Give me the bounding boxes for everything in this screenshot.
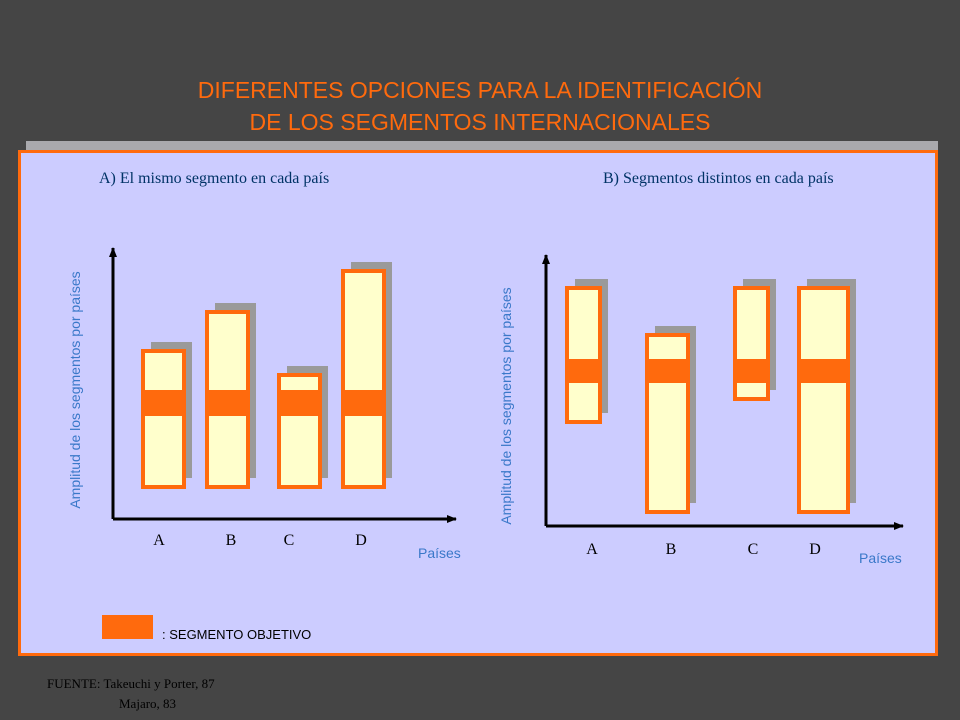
panel-b-category-label: D — [809, 541, 821, 558]
panel-a-y-axis-label: Amplitud de los segmentos por países — [67, 271, 83, 508]
panel-a-category-label: A — [153, 532, 165, 549]
target-segment-band — [565, 359, 602, 383]
country-segment-range-bar — [797, 286, 850, 514]
country-segment-range-bar — [141, 349, 186, 489]
source-line-1: FUENTE: Takeuchi y Porter, 87 — [47, 676, 215, 691]
panel-a-x-axis-label: Países — [418, 545, 461, 561]
panel-b-category-label: A — [586, 541, 598, 558]
target-segment-band — [205, 390, 250, 416]
target-segment-band — [733, 359, 770, 383]
panel-b-y-axis-label: Amplitud de los segmentos por países — [498, 287, 514, 524]
country-segment-range-bar — [341, 269, 386, 489]
target-segment-band — [277, 390, 322, 416]
target-segment-band — [341, 390, 386, 416]
panel-b-bars — [565, 279, 856, 514]
target-segment-band — [141, 390, 186, 416]
panel-b-category-label: C — [748, 541, 759, 558]
page-title-line-1: DIFERENTES OPCIONES PARA LA IDENTIFICACI… — [197, 77, 763, 103]
panel-a-category-label: C — [284, 532, 295, 549]
panel-b-category-label: B — [666, 541, 677, 558]
panel-b-subtitle: B) Segmentos distintos en cada país — [603, 170, 834, 187]
panel-a-category-label: B — [226, 532, 237, 549]
page-title-line-2: DE LOS SEGMENTOS INTERNACIONALES — [249, 109, 711, 135]
target-segment-band — [797, 359, 850, 383]
panel-b-x-axis-label: Países — [859, 550, 902, 566]
country-segment-range-bar — [565, 286, 602, 424]
legend-label: : SEGMENTO OBJETIVO — [162, 627, 312, 642]
panel-a-bars — [141, 262, 392, 489]
legend-swatch — [102, 615, 153, 639]
panel-a-category-label: D — [355, 532, 367, 549]
panel-a-subtitle: A) El mismo segmento en cada país — [99, 170, 330, 187]
target-segment-band — [645, 359, 690, 383]
source-line-2: Majaro, 83 — [119, 696, 177, 711]
